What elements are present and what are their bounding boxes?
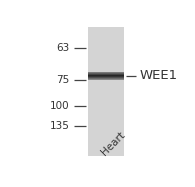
Bar — [88, 79, 124, 80]
Text: Heart: Heart — [99, 129, 127, 157]
Bar — [88, 74, 124, 75]
Bar — [88, 76, 124, 77]
Text: 100: 100 — [50, 101, 70, 111]
Bar — [88, 78, 124, 79]
Bar — [88, 73, 124, 74]
Text: 63: 63 — [57, 43, 70, 53]
Bar — [88, 27, 124, 156]
Bar — [88, 75, 124, 76]
Bar — [88, 77, 124, 78]
Text: 135: 135 — [50, 121, 70, 131]
Text: 75: 75 — [57, 75, 70, 85]
Bar — [88, 72, 124, 73]
Text: WEE1: WEE1 — [139, 69, 177, 82]
